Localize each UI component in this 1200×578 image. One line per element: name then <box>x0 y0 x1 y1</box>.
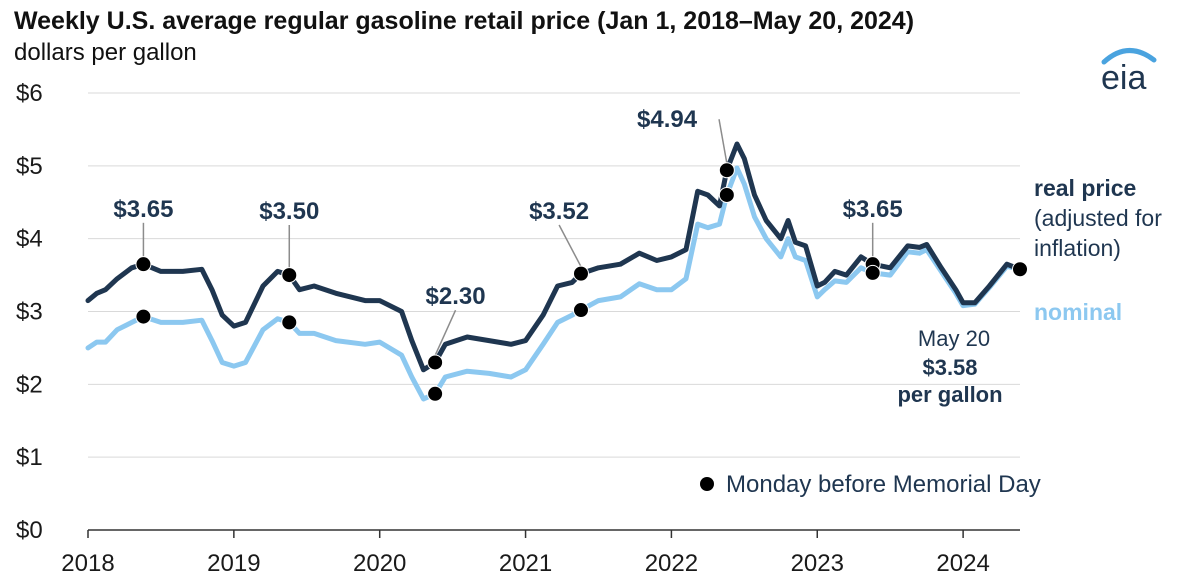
latest-unit: per gallon <box>897 382 1002 407</box>
legend: Monday before Memorial Day <box>700 471 1041 498</box>
annotation-label: $2.30 <box>426 283 486 310</box>
x-tick-label: 2021 <box>499 550 552 577</box>
annotations: $3.65 $3.50 $2.30 $3.52 $4.94 $3.65 <box>113 106 902 310</box>
annotation-leader <box>434 309 457 356</box>
real-price-label-line-3: inflation) <box>1034 235 1121 261</box>
chart-subtitle: dollars per gallon <box>14 39 197 66</box>
eia-logo-text: eia <box>1101 59 1146 97</box>
marker-latest <box>1012 261 1028 278</box>
marker-nominal <box>572 302 589 319</box>
annotation-label: $3.65 <box>843 196 903 223</box>
marker-real <box>135 256 152 273</box>
x-tick-label: 2020 <box>353 550 406 577</box>
marker-real <box>718 162 735 179</box>
real-price-label-line-1: real price <box>1034 175 1136 201</box>
y-tick-label: $1 <box>16 444 43 471</box>
marker-nominal <box>864 264 881 281</box>
y-axis-ticks: $0 $1 $2 $3 $4 $5 $6 <box>16 80 43 544</box>
marker-nominal <box>427 385 444 402</box>
series-real-price-line <box>85 141 1023 373</box>
grid-lines <box>88 92 1020 531</box>
x-tick-label: 2019 <box>207 550 260 577</box>
legend-marker-icon <box>700 477 714 491</box>
memorial-day-markers <box>135 162 1028 402</box>
legend-label: Monday before Memorial Day <box>726 471 1041 498</box>
annotation-label: $3.52 <box>529 198 589 225</box>
marker-nominal <box>281 314 298 331</box>
x-tick-label: 2023 <box>791 550 844 577</box>
eia-logo-arc-icon <box>1101 48 1157 65</box>
y-tick-label: $2 <box>16 371 43 398</box>
latest-value: $3.58 <box>922 355 977 380</box>
y-tick-label: $5 <box>16 153 43 180</box>
marker-nominal <box>718 186 735 203</box>
annotation-label: $3.65 <box>113 196 173 223</box>
y-tick-label: $3 <box>16 299 43 326</box>
x-tick-label: 2018 <box>61 550 114 577</box>
marker-real <box>572 265 589 282</box>
chart-title: Weekly U.S. average regular gasoline ret… <box>14 7 914 35</box>
x-tick-label: 2022 <box>645 550 698 577</box>
eia-logo: eia <box>1101 48 1157 97</box>
annotation-leader <box>718 119 728 164</box>
marker-real <box>427 354 444 371</box>
y-tick-label: $4 <box>16 226 43 253</box>
nominal-label: nominal <box>1034 299 1122 325</box>
annotation-label: $4.94 <box>637 106 698 133</box>
x-axis-ticks: 2018 2019 2020 2021 2022 2023 2024 <box>61 530 990 577</box>
annotation-leaders <box>142 119 874 356</box>
marker-nominal <box>135 308 152 325</box>
y-tick-label: $6 <box>16 80 43 107</box>
x-tick-label: 2024 <box>936 550 989 577</box>
latest-value-label: May 20 $3.58 per gallon <box>897 326 1002 407</box>
marker-real <box>281 267 298 284</box>
real-price-label-line-2: (adjusted for <box>1034 205 1162 231</box>
annotation-leader <box>558 224 582 267</box>
latest-date: May 20 <box>918 326 990 351</box>
real-price-label: real price (adjusted for inflation) <box>1034 175 1162 261</box>
annotation-label: $3.50 <box>259 198 319 225</box>
y-tick-label: $0 <box>16 517 43 544</box>
